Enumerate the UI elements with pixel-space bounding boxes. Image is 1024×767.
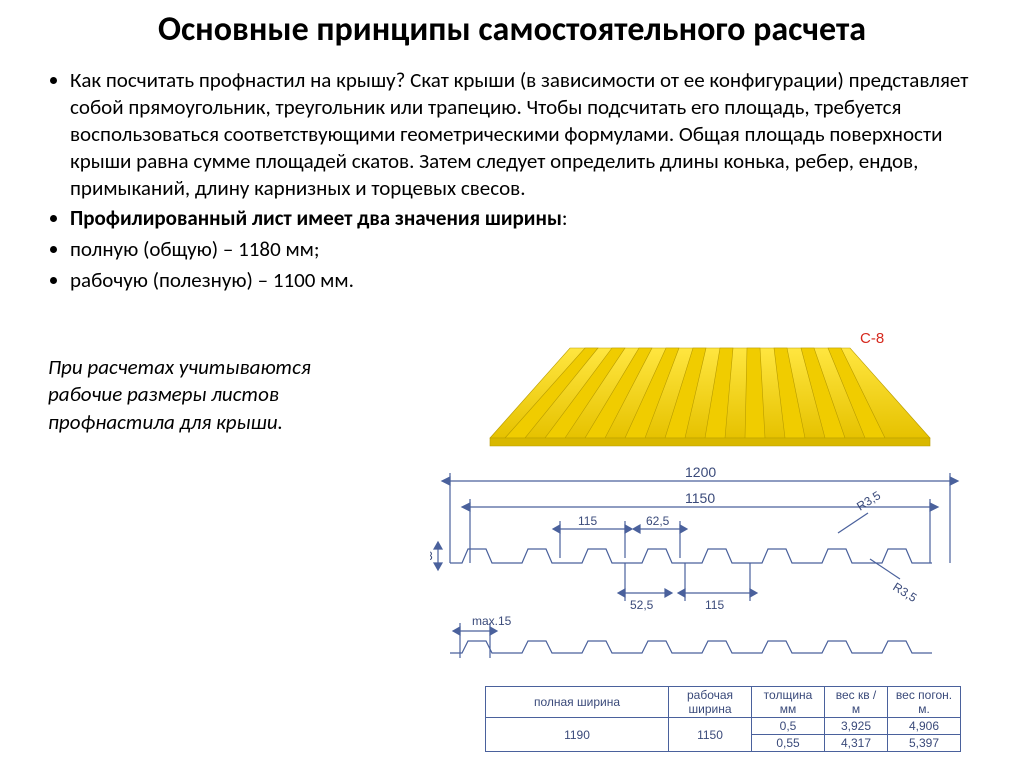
svg-text:1150: 1150 bbox=[685, 490, 715, 506]
footnote: При расчетах учитываются рабочие размеры… bbox=[48, 354, 378, 436]
svg-text:115: 115 bbox=[705, 598, 724, 612]
svg-text:R3,5: R3,5 bbox=[854, 488, 883, 513]
svg-text:62,5: 62,5 bbox=[646, 514, 670, 528]
list-item: рабочую (полезную) – 1100 мм. bbox=[70, 267, 994, 294]
list-item: Как посчитать профнастил на крышу? Скат … bbox=[70, 67, 994, 201]
product-label: С-8 bbox=[860, 330, 884, 347]
svg-text:1200: 1200 bbox=[685, 464, 716, 480]
svg-text:115: 115 bbox=[578, 514, 597, 528]
spec-table: полная ширина рабочая ширина толщина мм … bbox=[485, 678, 961, 752]
svg-text:max.15: max.15 bbox=[472, 614, 512, 628]
svg-text:52,5: 52,5 bbox=[630, 598, 654, 612]
svg-text:R3,5: R3,5 bbox=[890, 580, 919, 605]
bullet-list: Как посчитать профнастил на крышу? Скат … bbox=[30, 67, 994, 294]
sheet-3d-icon bbox=[430, 338, 990, 458]
list-item: Профилированный лист имеет два значения … bbox=[70, 205, 994, 232]
table-row: 1190 1150 0,5 3,925 4,906 bbox=[486, 718, 961, 735]
cross-section-icon: 1200 1150 115 62,5 8 R3,5 R3,5 52,5 115 … bbox=[430, 463, 990, 673]
profile-diagram: С-8 bbox=[430, 338, 990, 678]
slide-title: Основные принципы самостоятельного расче… bbox=[30, 10, 994, 49]
svg-text:8: 8 bbox=[430, 549, 433, 563]
list-item: полную (общую) – 1180 мм; bbox=[70, 236, 994, 263]
